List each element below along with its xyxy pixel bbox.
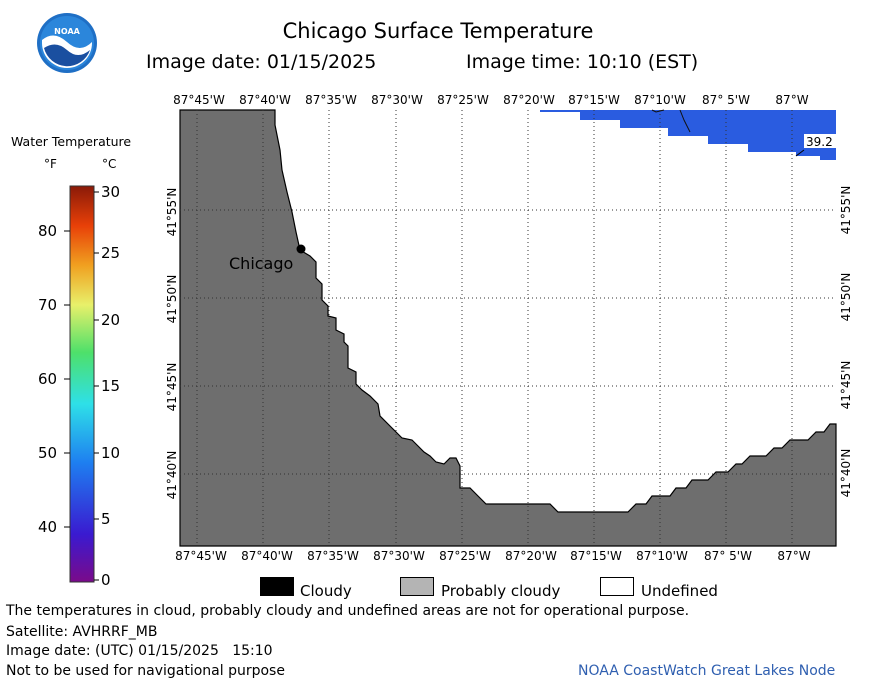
lon-label-top: 87° 5'W <box>702 93 750 107</box>
legend-swatch-probably-cloudy <box>400 577 434 596</box>
temperature-color-scale: 80 70 60 50 40 30 25 20 15 10 5 0 <box>38 183 120 589</box>
image-time: Image time: 10:10 (EST) <box>466 51 699 73</box>
lon-label-bottom: 87°25'W <box>439 549 491 563</box>
lon-label-bottom: 87°W <box>777 549 810 563</box>
lon-label-bottom: 87°40'W <box>241 549 293 563</box>
legend-swatch-undefined <box>600 577 634 596</box>
lon-label-top: 87°20'W <box>503 93 555 107</box>
page-title: Chicago Surface Temperature <box>282 19 594 43</box>
image-date: Image date: 01/15/2025 <box>146 51 377 73</box>
c-tick: 0 <box>101 571 111 589</box>
lat-label-right: 41°45'N <box>839 361 853 410</box>
c-tick: 20 <box>101 311 120 329</box>
lon-label-top: 87°40'W <box>239 93 291 107</box>
lat-label-left: 41°50'N <box>165 275 179 324</box>
lat-label-right: 41°50'N <box>839 273 853 322</box>
lon-label-top: 87°10'W <box>634 93 686 107</box>
satellite-text: Satellite: AVHRRF_MB <box>6 624 158 640</box>
unit-fahrenheit: °F <box>44 157 57 171</box>
lat-label-left: 41°55'N <box>165 188 179 237</box>
disclaimer-text: The temperatures in cloud, probably clou… <box>6 603 690 619</box>
lon-label-top: 87°45'W <box>173 93 225 107</box>
lon-label-top: 87°15'W <box>568 93 620 107</box>
legend-label-undefined: Undefined <box>641 582 718 600</box>
lon-label-top: 87°30'W <box>371 93 423 107</box>
lon-label-bottom: 87°15'W <box>570 549 622 563</box>
lat-label-right: 41°40'N <box>839 449 853 498</box>
noaa-logo-text: NOAA <box>54 27 80 36</box>
land-area <box>179 109 837 547</box>
f-tick: 70 <box>38 296 57 314</box>
c-tick: 10 <box>101 444 120 462</box>
lat-label-right: 41°55'N <box>839 186 853 235</box>
city-label: Chicago <box>229 254 293 273</box>
c-tick: 30 <box>101 183 120 201</box>
lon-label-top: 87°25'W <box>437 93 489 107</box>
lon-label-bottom: 87°10'W <box>636 549 688 563</box>
water-temperature-area <box>540 110 836 160</box>
legend-label-cloudy: Cloudy <box>300 582 352 600</box>
lon-label-bottom: 87°45'W <box>175 549 227 563</box>
temperature-map: Chicago 39.2 87°45'W 87°40'W 87°35'W 87°… <box>165 93 853 563</box>
f-tick: 60 <box>38 370 57 388</box>
lat-label-left: 41°45'N <box>165 363 179 412</box>
navigation-warning: Not to be used for navigational purpose <box>6 663 285 679</box>
unit-celsius: °C <box>102 157 117 171</box>
lon-label-bottom: 87°30'W <box>373 549 425 563</box>
lon-label-bottom: 87° 5'W <box>704 549 752 563</box>
temperature-reading-label: 39.2 <box>806 135 833 149</box>
lon-label-bottom: 87°20'W <box>505 549 557 563</box>
c-tick: 15 <box>101 377 120 395</box>
f-tick: 80 <box>38 222 57 240</box>
f-tick: 40 <box>38 518 57 536</box>
legend-swatch-cloudy <box>260 577 294 596</box>
lon-label-top: 87°35'W <box>305 93 357 107</box>
lon-label-bottom: 87°35'W <box>307 549 359 563</box>
utc-date-text: Image date: (UTC) 01/15/2025 15:10 <box>6 643 273 659</box>
chicago-marker <box>296 244 306 254</box>
credit-text: NOAA CoastWatch Great Lakes Node <box>578 663 836 679</box>
c-tick: 25 <box>101 244 120 262</box>
lon-label-top: 87°W <box>775 93 808 107</box>
c-tick: 5 <box>101 510 111 528</box>
lat-label-left: 41°40'N <box>165 451 179 500</box>
scale-title: Water Temperature <box>11 134 132 149</box>
legend-label-probably-cloudy: Probably cloudy <box>441 582 561 600</box>
noaa-logo: NOAA <box>36 12 98 78</box>
f-tick: 50 <box>38 444 57 462</box>
